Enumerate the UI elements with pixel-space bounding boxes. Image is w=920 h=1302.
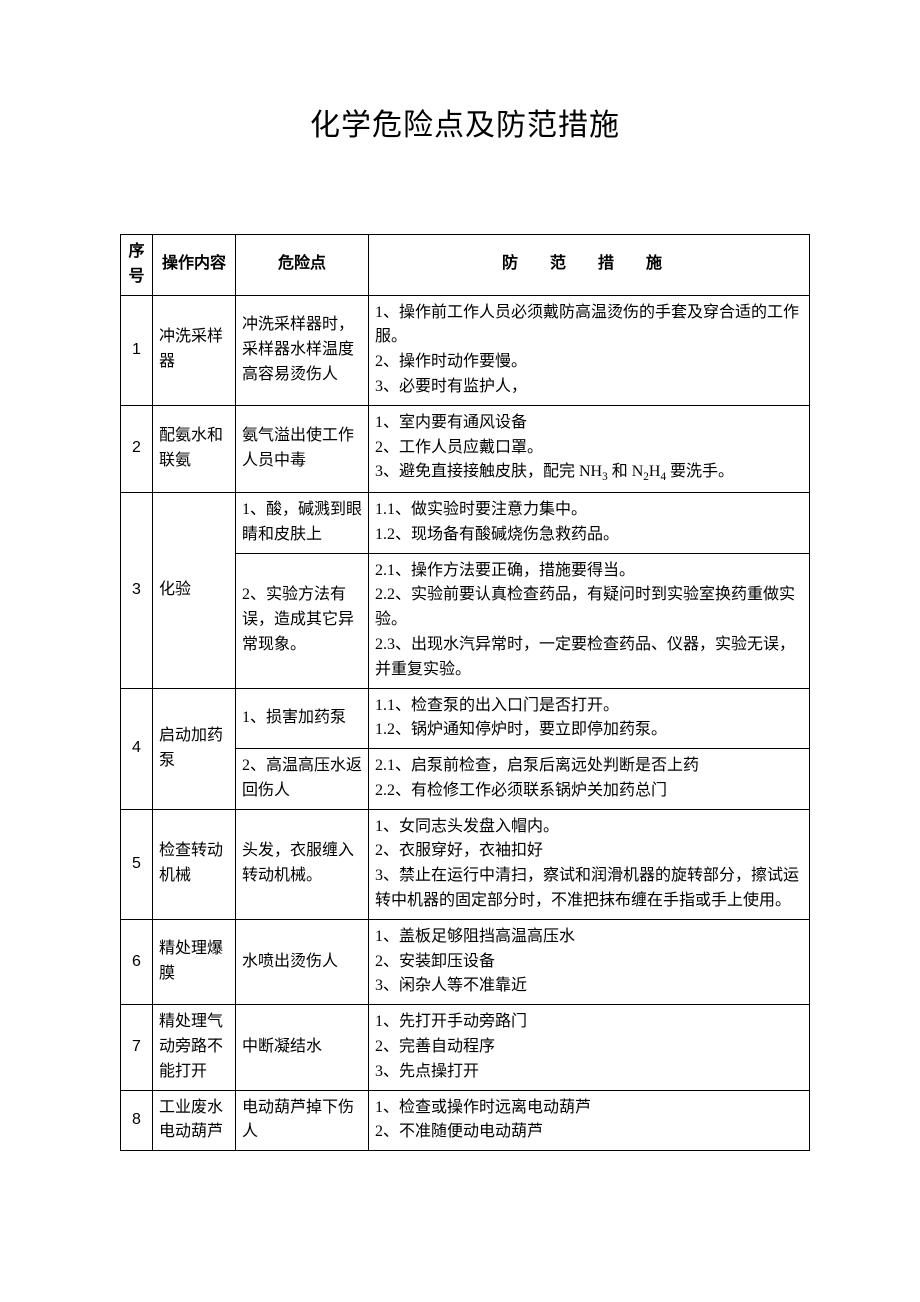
cell-measure: 1、检查或操作时远离电动葫芦2、不准随便动电动葫芦 <box>369 1090 810 1151</box>
document-title: 化学危险点及防范措施 <box>120 100 810 144</box>
cell-operation: 精处理爆膜 <box>153 919 236 1004</box>
cell-measure: 1、盖板足够阻挡高温高压水2、安装卸压设备3、闲杂人等不准靠近 <box>369 919 810 1004</box>
col-header-measure: 防 范 措 施 <box>369 235 810 296</box>
measure-text: 和 N <box>608 463 644 480</box>
cell-seq: 3 <box>121 492 153 688</box>
table-row: 1 冲洗采样器 冲洗采样器时，采样器水样温度高容易烫伤人 1、操作前工作人员必须… <box>121 295 810 405</box>
cell-seq: 2 <box>121 405 153 492</box>
table-row: 3 化验 1、酸，碱溅到眼睛和皮肤上 1.1、做实验时要注意力集中。1.2、现场… <box>121 492 810 553</box>
hazard-table: 序号 操作内容 危险点 防 范 措 施 1 冲洗采样器 冲洗采样器时，采样器水样… <box>120 234 810 1151</box>
cell-operation: 配氨水和联氨 <box>153 405 236 492</box>
cell-risk: 中断凝结水 <box>236 1005 369 1090</box>
table-row: 2 配氨水和联氨 氨气溢出使工作人员中毒 1、室内要有通风设备2、工作人员应戴口… <box>121 405 810 492</box>
cell-risk: 头发，衣服缠入转动机械。 <box>236 809 369 919</box>
cell-risk: 1、酸，碱溅到眼睛和皮肤上 <box>236 492 369 553</box>
col-header-seq: 序号 <box>121 235 153 296</box>
cell-risk: 氨气溢出使工作人员中毒 <box>236 405 369 492</box>
col-header-risk: 危险点 <box>236 235 369 296</box>
cell-risk: 水喷出烫伤人 <box>236 919 369 1004</box>
cell-measure: 1、女同志头发盘入帽内。2、衣服穿好，衣袖扣好3、禁止在运行中清扫，察试和润滑机… <box>369 809 810 919</box>
cell-risk: 电动葫芦掉下伤人 <box>236 1090 369 1151</box>
table-header-row: 序号 操作内容 危险点 防 范 措 施 <box>121 235 810 296</box>
table-row: 4 启动加药泵 1、损害加药泵 1.1、检查泵的出入口门是否打开。1.2、锅炉通… <box>121 688 810 749</box>
cell-risk: 1、损害加药泵 <box>236 688 369 749</box>
cell-risk: 2、高温高压水返回伤人 <box>236 749 369 810</box>
cell-measure: 1、操作前工作人员必须戴防高温烫伤的手套及穿合适的工作服。2、操作时动作要慢。3… <box>369 295 810 405</box>
measure-text: 1、室内要有通风设备2、工作人员应戴口罩。3、避免直接接触皮肤，配完 NH <box>375 414 602 481</box>
cell-seq: 7 <box>121 1005 153 1090</box>
cell-measure: 1.1、检查泵的出入口门是否打开。1.2、锅炉通知停炉时，要立即停加药泵。 <box>369 688 810 749</box>
cell-operation: 启动加药泵 <box>153 688 236 809</box>
table-row: 7 精处理气动旁路不能打开 中断凝结水 1、先打开手动旁路门2、完善自动程序3、… <box>121 1005 810 1090</box>
cell-seq: 6 <box>121 919 153 1004</box>
cell-seq: 4 <box>121 688 153 809</box>
cell-risk: 冲洗采样器时，采样器水样温度高容易烫伤人 <box>236 295 369 405</box>
cell-operation: 化验 <box>153 492 236 688</box>
cell-operation: 精处理气动旁路不能打开 <box>153 1005 236 1090</box>
cell-operation: 冲洗采样器 <box>153 295 236 405</box>
cell-operation: 检查转动机械 <box>153 809 236 919</box>
cell-seq: 1 <box>121 295 153 405</box>
measure-text: 要洗手。 <box>666 463 734 480</box>
table-row: 8 工业废水电动葫芦 电动葫芦掉下伤人 1、检查或操作时远离电动葫芦2、不准随便… <box>121 1090 810 1151</box>
cell-operation: 工业废水电动葫芦 <box>153 1090 236 1151</box>
cell-seq: 8 <box>121 1090 153 1151</box>
table-row: 6 精处理爆膜 水喷出烫伤人 1、盖板足够阻挡高温高压水2、安装卸压设备3、闲杂… <box>121 919 810 1004</box>
cell-measure: 1、先打开手动旁路门2、完善自动程序3、先点操打开 <box>369 1005 810 1090</box>
cell-seq: 5 <box>121 809 153 919</box>
table-row: 5 检查转动机械 头发，衣服缠入转动机械。 1、女同志头发盘入帽内。2、衣服穿好… <box>121 809 810 919</box>
cell-risk: 2、实验方法有误，造成其它异常现象。 <box>236 553 369 688</box>
cell-measure: 1、室内要有通风设备2、工作人员应戴口罩。3、避免直接接触皮肤，配完 NH3 和… <box>369 405 810 492</box>
cell-measure: 2.1、启泵前检查，启泵后离远处判断是否上药2.2、有检修工作必须联系锅炉关加药… <box>369 749 810 810</box>
cell-measure: 2.1、操作方法要正确，措施要得当。2.2、实验前要认真检查药品，有疑问时到实验… <box>369 553 810 688</box>
cell-measure: 1.1、做实验时要注意力集中。1.2、现场备有酸碱烧伤急救药品。 <box>369 492 810 553</box>
measure-text: H <box>649 463 661 480</box>
col-header-operation: 操作内容 <box>153 235 236 296</box>
